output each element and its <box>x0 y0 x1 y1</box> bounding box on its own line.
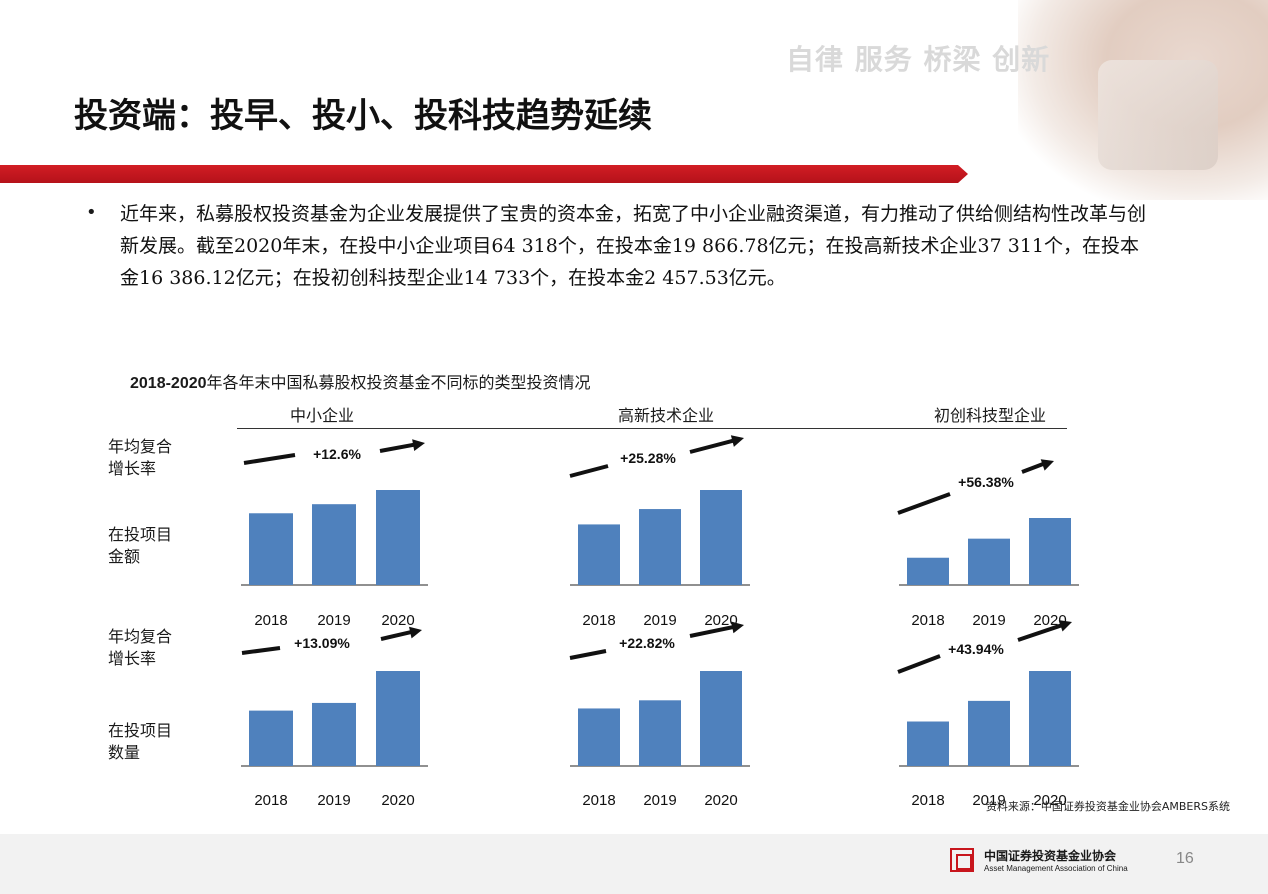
amac-logo-icon <box>950 848 974 872</box>
bar <box>376 671 420 766</box>
x-tick-label: 2019 <box>317 792 350 809</box>
trend-line <box>569 464 609 478</box>
row-label-line: 金额 <box>108 547 141 566</box>
bar <box>907 557 949 585</box>
x-tick-label: 2018 <box>911 792 944 809</box>
x-tick-label: 2018 <box>911 612 944 629</box>
bar <box>249 710 293 766</box>
arrowhead-icon <box>731 621 744 634</box>
cagr-label: +56.38% <box>958 474 1014 490</box>
row-label-count: 在投项目 数量 <box>108 720 198 764</box>
column-header-hightech: 高新技术企业 <box>617 406 715 425</box>
org-name-cn: 中国证券投资基金业协会 <box>984 849 1117 863</box>
x-tick-label: 2018 <box>582 612 615 629</box>
bar <box>639 700 681 766</box>
bar <box>578 708 620 766</box>
trend-line <box>689 624 739 638</box>
arrowhead-icon <box>1058 620 1072 632</box>
column-header-startup: 初创科技型企业 <box>933 406 1047 425</box>
x-tick-label: 2018 <box>254 612 287 629</box>
x-tick-label: 2019 <box>972 792 1005 809</box>
trend-line <box>243 453 296 465</box>
bar <box>700 671 742 766</box>
slogan: 自律 服务 桥梁 创新 <box>786 43 1051 76</box>
page-title: 投资端：投早、投小、投科技趋势延续 <box>74 96 652 136</box>
bar <box>578 524 620 585</box>
bar <box>249 513 293 585</box>
bar <box>376 490 420 585</box>
footer-bar <box>0 834 1268 894</box>
cagr-label: +12.6% <box>313 446 361 462</box>
trend-line <box>569 649 607 660</box>
cagr-label: +13.09% <box>294 635 350 651</box>
trend-line <box>897 654 941 674</box>
cagr-label: +22.82% <box>619 635 675 651</box>
bar <box>968 700 1010 766</box>
bar <box>312 504 356 585</box>
trend-line <box>897 492 951 515</box>
bar <box>1029 518 1071 585</box>
row-label-line: 增长率 <box>108 459 157 478</box>
trend-line <box>689 437 739 454</box>
x-tick-label: 2018 <box>254 792 287 809</box>
x-tick-label: 2020 <box>381 792 414 809</box>
x-tick-label: 2019 <box>643 792 676 809</box>
bar <box>312 702 356 766</box>
x-tick-label: 2020 <box>1033 792 1066 809</box>
bar <box>639 509 681 585</box>
x-tick-label: 2020 <box>704 792 737 809</box>
x-tick-label: 2019 <box>317 612 350 629</box>
trend-line <box>380 628 417 641</box>
row-label-growth-count: 年均复合 增长率 <box>108 626 198 670</box>
trend-line <box>241 646 281 655</box>
title-underline-bar <box>0 165 968 183</box>
bullet-dot: • <box>86 202 97 223</box>
body-paragraph: 近年来，私募股权投资基金为企业发展提供了宝贵的资本金，拓宽了中小企业融资渠道，有… <box>120 203 1147 289</box>
chart-title-years: 2018-2020 <box>130 375 207 392</box>
column-header-sme: 中小企业 <box>289 406 355 425</box>
source-note: 资料来源：中国证券投资基金业协会AMBERS系统 <box>985 800 1230 813</box>
row-label-amount: 在投项目 金额 <box>108 524 198 568</box>
x-tick-label: 2020 <box>381 612 414 629</box>
row-label-line: 年均复合 <box>108 627 173 646</box>
arrowhead-icon <box>730 435 744 447</box>
header-rule <box>237 428 1067 429</box>
org-name-en: Asset Management Association of China <box>984 864 1128 873</box>
seal-stamp-image <box>1098 60 1218 170</box>
row-label-line: 年均复合 <box>108 437 173 456</box>
bar <box>700 490 742 585</box>
cagr-label: +43.94% <box>948 641 1004 657</box>
row-label-growth-amount: 年均复合 增长率 <box>108 436 198 480</box>
x-tick-label: 2019 <box>643 612 676 629</box>
row-label-line: 增长率 <box>108 649 157 668</box>
chart-title-text: 年各年末中国私募股权投资基金不同标的类型投资情况 <box>206 373 591 392</box>
chart-title: 2018-2020年各年末中国私募股权投资基金不同标的类型投资情况 <box>130 369 591 393</box>
row-label-line: 在投项目 <box>108 525 173 544</box>
x-tick-label: 2020 <box>704 612 737 629</box>
arrowhead-icon <box>1040 459 1054 471</box>
bar <box>907 721 949 766</box>
trend-line <box>1017 621 1067 642</box>
row-label-line: 在投项目 <box>108 721 173 740</box>
cagr-label: +25.28% <box>620 450 676 466</box>
bar <box>1029 671 1071 766</box>
arrowhead-icon <box>408 626 422 639</box>
row-label-line: 数量 <box>108 743 141 762</box>
bar <box>968 538 1010 585</box>
trend-line <box>379 441 420 453</box>
x-tick-label: 2019 <box>972 612 1005 629</box>
x-tick-label: 2018 <box>582 792 615 809</box>
page-number: 16 <box>1176 850 1194 867</box>
arrowhead-icon <box>412 439 425 452</box>
